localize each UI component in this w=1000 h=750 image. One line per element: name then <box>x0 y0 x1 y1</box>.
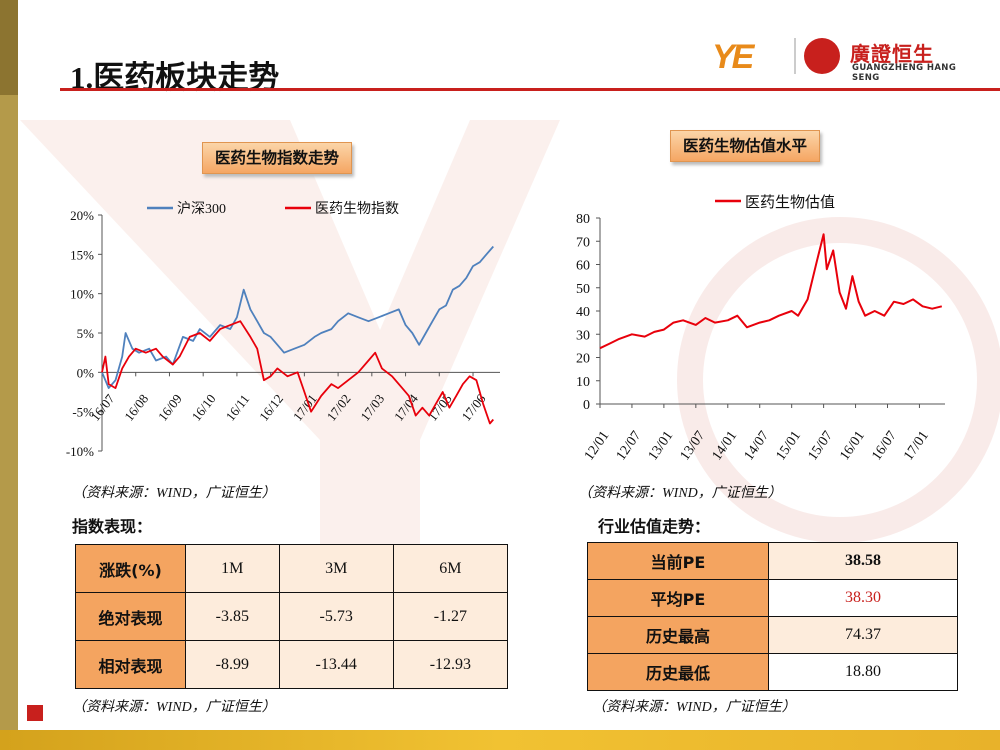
y-tick-label: 10% <box>70 287 94 302</box>
right-chart-label: 医药生物估值水平 <box>670 130 821 162</box>
x-tick-label: 13/07 <box>678 429 709 464</box>
index-perf-label: 指数表现： <box>72 517 153 536</box>
index-perf-source: （资料来源：WIND，广证恒生） <box>72 700 276 715</box>
table-row: 历史最高 74.37 <box>587 616 958 654</box>
y-tick-label: 5% <box>77 326 95 341</box>
series-line <box>599 233 943 350</box>
x-tick-label: 17/01 <box>290 391 320 424</box>
x-tick-label: 16/01 <box>837 429 868 464</box>
table-row: 历史最低 18.80 <box>587 653 958 691</box>
left-accent-bar <box>0 0 18 750</box>
x-tick-label: 16/07 <box>869 429 900 464</box>
y-tick-label: 0% <box>77 365 95 380</box>
y-tick-label: 60 <box>576 259 590 274</box>
x-tick-label: 16/09 <box>155 391 185 424</box>
value-cell: -13.44 <box>278 640 394 689</box>
row-label: 平均PE <box>587 579 769 617</box>
x-tick-label: 12/07 <box>614 429 645 464</box>
valuation-label: 行业估值走势： <box>598 517 711 536</box>
left-accent-bar-top <box>0 0 18 95</box>
series-line <box>101 320 494 425</box>
logo-chinese-name: 廣證恒生 <box>850 42 934 66</box>
x-tick-label: 16/12 <box>256 391 286 424</box>
x-tick-label: 17/02 <box>324 391 354 424</box>
left-chart-label: 医药生物指数走势 <box>202 142 353 174</box>
table-row: 当前PE 38.58 <box>587 542 958 580</box>
series-line <box>101 245 494 389</box>
header-cell: 3M <box>278 544 394 593</box>
right-chart-source: （资料来源：WIND，广证恒生） <box>578 486 782 501</box>
x-tick-label: 14/07 <box>742 429 773 464</box>
y-tick-label: 20% <box>70 208 94 223</box>
value-cell: -5.73 <box>278 592 394 641</box>
value-cell: -12.93 <box>392 640 509 689</box>
y-tick-label: 10 <box>576 375 590 390</box>
row-label: 绝对表现 <box>75 592 186 641</box>
y-tick-label: 20 <box>576 352 590 367</box>
value-cell: -3.85 <box>185 592 280 641</box>
y-tick-label: 80 <box>576 212 590 227</box>
y-tick-label: 50 <box>576 282 590 297</box>
historical-high-value: 74.37 <box>768 616 958 654</box>
table-row: 绝对表现 -3.85 -5.73 -1.27 <box>75 592 509 641</box>
average-pe-value: 38.30 <box>768 579 958 617</box>
x-tick-label: 16/10 <box>189 391 219 424</box>
valuation-table: 当前PE 38.58 平均PE 38.30 历史最高 74.37 历史最低 18… <box>587 542 958 691</box>
legend-label: 医药生物估值 <box>745 194 835 211</box>
index-perf-table: 涨跌(%) 1M 3M 6M 绝对表现 -3.85 -5.73 -1.27 相对… <box>75 544 509 689</box>
row-label: 历史最低 <box>587 653 769 691</box>
logo-separator <box>794 38 796 74</box>
x-tick-label: 16/08 <box>121 391 151 424</box>
left-chart-source: （资料来源：WIND，广证恒生） <box>72 486 276 501</box>
row-label: 历史最高 <box>587 616 769 654</box>
y-tick-label: 40 <box>576 305 590 320</box>
x-tick-label: 14/01 <box>710 429 741 464</box>
logo-ye-mark: YE <box>712 38 754 76</box>
value-cell: -8.99 <box>185 640 280 689</box>
table-row: 相对表现 -8.99 -13.44 -12.93 <box>75 640 509 689</box>
x-tick-label: 16/11 <box>222 391 252 423</box>
table-row: 平均PE 38.30 <box>587 579 958 617</box>
title-divider <box>60 88 1000 91</box>
x-tick-label: 12/01 <box>582 429 613 464</box>
x-tick-label: 15/01 <box>774 429 805 464</box>
corner-marker <box>27 705 43 721</box>
x-tick-label: 16/07 <box>87 391 117 424</box>
valuation-source: （资料来源：WIND，广证恒生） <box>592 700 796 715</box>
logo-english-name: GUANGZHENG HANG SENG <box>852 63 957 83</box>
y-tick-label: 0 <box>583 398 590 413</box>
x-tick-label: 17/01 <box>901 429 932 464</box>
bottom-accent-bar <box>0 730 1000 750</box>
legend-label: 医药生物指数 <box>315 201 399 217</box>
row-label: 当前PE <box>587 542 769 580</box>
legend-label: 沪深300 <box>177 201 226 217</box>
x-tick-label: 13/01 <box>646 429 677 464</box>
header-cell: 6M <box>392 544 509 593</box>
y-tick-label: -5% <box>72 405 94 420</box>
x-tick-label: 15/07 <box>805 429 836 464</box>
current-pe-value: 38.58 <box>768 542 958 580</box>
header-cell: 涨跌(%) <box>75 544 186 593</box>
header-cell: 1M <box>185 544 280 593</box>
x-tick-label: 17/03 <box>357 391 387 424</box>
y-tick-label: 15% <box>70 247 94 262</box>
table-header-row: 涨跌(%) 1M 3M 6M <box>75 544 509 593</box>
y-tick-label: 30 <box>576 328 590 343</box>
company-logo: YE 廣證恒生 GUANGZHENG HANG SENG <box>712 34 972 83</box>
y-tick-label: -10% <box>66 444 94 459</box>
left-chart: 20% 15% 10% 5% 0% -5% -10% 16/07 16/08 16/09 16/10… <box>66 201 500 459</box>
y-tick-label: 70 <box>576 235 590 250</box>
logo-seal-icon <box>804 38 840 74</box>
historical-low-value: 18.80 <box>768 653 958 691</box>
value-cell: -1.27 <box>392 592 509 641</box>
x-tick-label: 17/04 <box>391 391 421 424</box>
row-label: 相对表现 <box>75 640 186 689</box>
